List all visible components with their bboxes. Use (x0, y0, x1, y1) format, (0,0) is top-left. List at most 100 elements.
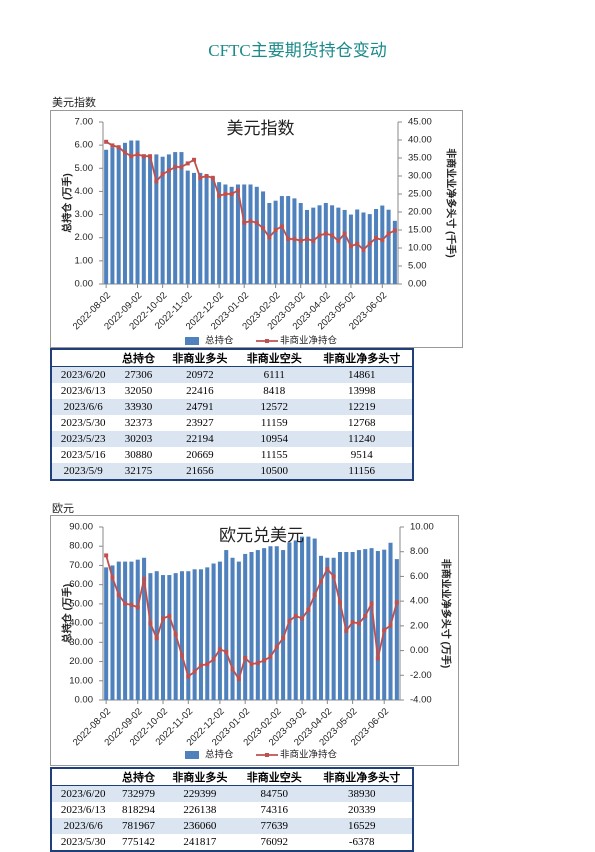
table-cell: 22194 (162, 431, 238, 447)
bar (167, 575, 172, 700)
bar (210, 177, 215, 284)
line-marker (204, 174, 209, 178)
line-marker (217, 647, 222, 652)
section-label: 欧元 (52, 503, 74, 515)
line-marker (298, 238, 303, 243)
line-marker (148, 621, 153, 626)
y2-tick-label: 10.00 (408, 243, 432, 254)
table-cell: 14861 (311, 366, 413, 383)
bar (123, 561, 128, 700)
table-cell: 24791 (162, 399, 238, 415)
line-marker (154, 636, 159, 641)
line-marker (122, 150, 127, 155)
table-cell: 21656 (162, 463, 238, 480)
table-cell: 11240 (311, 431, 413, 447)
bar (217, 182, 222, 284)
bar (230, 557, 235, 700)
table-cell: 10954 (237, 431, 312, 447)
table-cell: 13998 (347, 385, 376, 397)
table-cell: 226138 (183, 804, 217, 816)
bar (337, 551, 342, 700)
table-cell: 12572 (237, 399, 312, 415)
bar (141, 154, 146, 284)
bar (229, 186, 234, 284)
bar (204, 175, 209, 284)
y2-tick-label: -2.00 (410, 670, 432, 681)
line-marker (242, 220, 247, 225)
header-row: 总持仓 非商业多头 非商业空头 非商业净多头寸 (51, 768, 413, 786)
line-marker (279, 224, 284, 229)
y-tick-label: 30.00 (69, 637, 93, 648)
bar (179, 152, 184, 284)
y-tick-label: 50.00 (69, 598, 93, 609)
bar (135, 140, 140, 284)
line-marker (255, 660, 260, 665)
bar (192, 172, 197, 284)
table-cell: 32373 (124, 417, 153, 429)
table-row: 2023/6/20 732979 229399 84750 38930 (51, 785, 413, 802)
table-cell: 818294 (121, 804, 155, 816)
line-marker (243, 655, 248, 660)
line-marker (273, 228, 278, 232)
bar (248, 184, 253, 284)
line-marker (300, 616, 305, 621)
y2-tick-label: 2.00 (410, 620, 429, 631)
y-tick-label: 0.00 (75, 695, 94, 706)
table-cell: 2023/5/9 (51, 463, 115, 480)
bar (179, 571, 185, 700)
line-marker (382, 628, 387, 633)
line-marker (205, 662, 210, 667)
y2-tick-label: 15.00 (408, 225, 432, 236)
bar (323, 203, 328, 284)
bar (116, 561, 121, 700)
bar (192, 569, 197, 700)
table-row: 2023/6/13 818294 226138 74316 20339 (51, 802, 413, 818)
bar (386, 209, 391, 284)
y-tick-label: 10.00 (69, 675, 93, 686)
line-marker (361, 247, 366, 252)
table-row: 2023/5/16 30880 20669 11155 9514 (51, 447, 413, 463)
legend-label: 非商业净持仓 (280, 749, 338, 761)
bar (262, 548, 267, 700)
y2-axis-title: 非商业业净多头寸 (千手) (444, 148, 457, 257)
line-marker (166, 168, 171, 173)
bar (166, 154, 171, 284)
bar (198, 172, 203, 284)
line-marker (179, 653, 184, 658)
y2-tick-label: 5.00 (408, 261, 427, 272)
line-marker (274, 644, 279, 649)
table-row: 2023/5/23 30203 22194 10954 11240 (51, 431, 413, 447)
table-cell: 2023/6/13 (60, 385, 106, 397)
bar (331, 557, 336, 700)
line-marker (342, 231, 347, 236)
bar (148, 156, 153, 284)
table-cell: 30880 (124, 449, 153, 461)
table-cell: 38930 (311, 785, 413, 802)
line-marker (355, 241, 360, 246)
legend-swatch (265, 753, 269, 757)
line-marker (116, 592, 121, 597)
line-marker (179, 165, 184, 169)
header-cell: 非商业空头 (237, 768, 312, 786)
bar (382, 549, 387, 700)
line-marker (254, 220, 259, 225)
line-marker (236, 676, 241, 681)
line-marker (192, 157, 197, 162)
line-marker (185, 161, 190, 166)
bar (104, 567, 109, 700)
bar (243, 553, 248, 700)
y-tick-label: 3.00 (75, 209, 94, 220)
table-cell: 732979 (114, 785, 163, 802)
bar (330, 205, 335, 284)
line-marker (369, 601, 374, 606)
bar (211, 563, 216, 700)
line-marker (129, 602, 134, 607)
table-cell: 2023/6/20 (51, 785, 115, 802)
line-marker (116, 145, 121, 150)
bar (268, 546, 273, 700)
bar (186, 571, 191, 700)
table-cell: 2023/6/13 (60, 804, 106, 816)
header-cell: 总持仓 (114, 349, 163, 367)
bar (148, 573, 153, 700)
table-cell: 33930 (114, 399, 163, 415)
